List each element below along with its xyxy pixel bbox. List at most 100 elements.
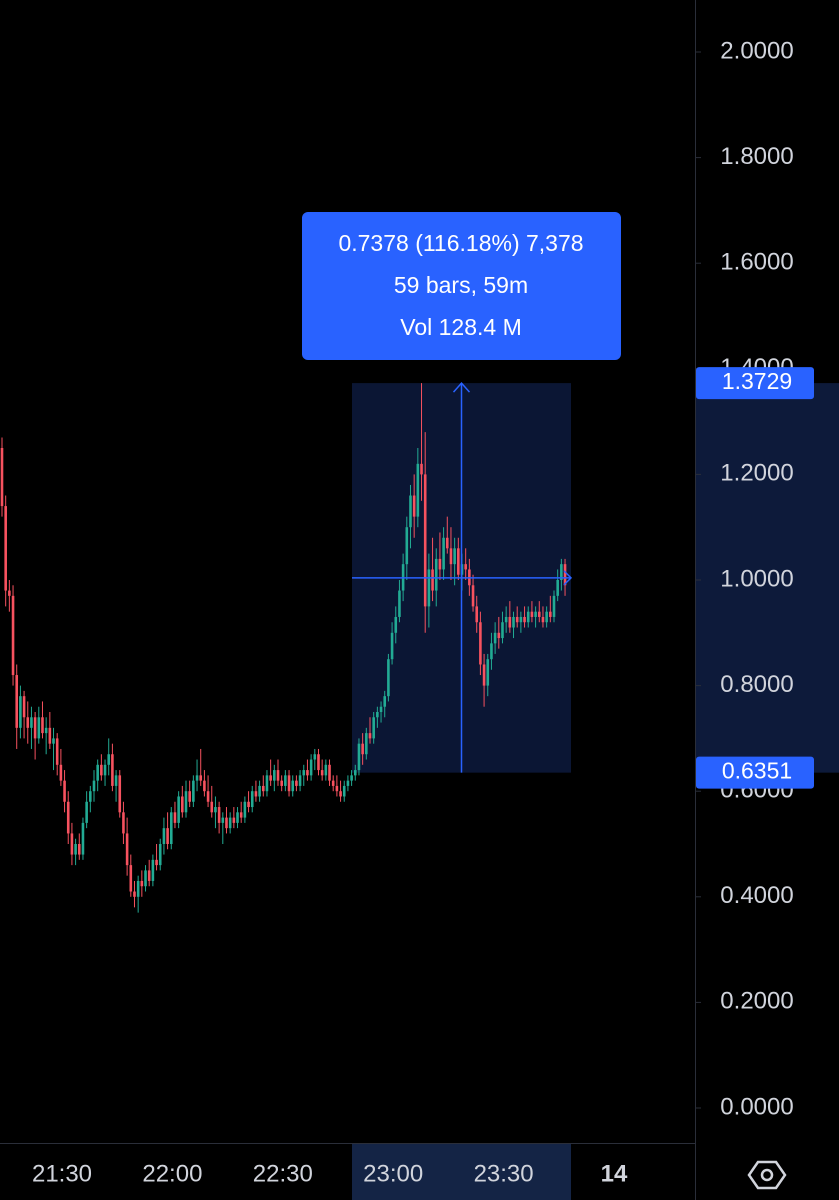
candle-body <box>317 754 320 771</box>
price-tag <box>696 756 814 789</box>
candle-body <box>438 558 442 570</box>
settings-button[interactable] <box>747 1160 787 1190</box>
candle-body <box>379 706 383 712</box>
candle-body <box>22 696 26 718</box>
candle-body <box>394 616 398 633</box>
candle-body <box>453 548 456 565</box>
candle-body <box>342 785 346 797</box>
candle-body <box>284 775 287 786</box>
candle-body <box>55 738 59 765</box>
measure-tooltip-line: Vol 128.4 M <box>400 314 521 340</box>
settings-icon <box>747 1160 787 1190</box>
candle-body <box>92 780 96 792</box>
candle-body <box>287 775 291 792</box>
candle-body <box>195 775 199 781</box>
candle-body <box>545 611 548 623</box>
candle-body <box>298 775 302 786</box>
candle-body <box>376 712 379 718</box>
candle-body <box>114 775 118 786</box>
candle-body <box>33 717 37 739</box>
candle-body <box>423 474 427 607</box>
y-tick-label: 1.2000 <box>720 460 793 487</box>
candle-body <box>70 833 74 855</box>
candle-body <box>118 775 122 813</box>
candle-body <box>228 817 232 829</box>
candle-body <box>100 764 103 776</box>
candle-body <box>479 622 482 665</box>
y-tick-label: 0.2000 <box>720 988 793 1015</box>
price-tag <box>696 367 814 400</box>
candle-body <box>273 770 276 781</box>
candle-body <box>192 780 195 802</box>
candle-body <box>151 859 155 881</box>
y-tick-label: 0.0000 <box>720 1093 793 1120</box>
candle-body <box>206 791 210 802</box>
candle-body <box>48 727 52 744</box>
candle-body <box>147 870 151 881</box>
candle-body <box>523 616 526 623</box>
candle-body <box>217 807 221 823</box>
measure-tooltip-line: 59 bars, 59m <box>394 272 528 298</box>
y-tick-label: 1.6000 <box>720 249 793 276</box>
candle-body <box>482 664 486 686</box>
candle-body <box>103 764 107 776</box>
candle-body <box>390 632 394 660</box>
candle-body <box>416 463 420 517</box>
candle-body <box>427 569 431 607</box>
candle-body <box>85 801 88 823</box>
candle-body <box>125 833 129 866</box>
candle-body <box>346 780 350 786</box>
candle-body <box>420 463 423 475</box>
settings-icon-center <box>760 1168 774 1182</box>
candle-body <box>199 775 203 781</box>
candle-body <box>339 791 342 797</box>
x-tick-label: 14 <box>601 1160 628 1187</box>
candle-body <box>526 611 530 623</box>
candle-body <box>276 770 280 781</box>
candle-body <box>412 495 416 517</box>
candle-body <box>221 817 225 823</box>
candle-body <box>261 785 265 792</box>
candle-body <box>306 770 309 776</box>
candle-body <box>493 632 497 644</box>
y-tick-label: 1.8000 <box>720 143 793 170</box>
candle-body <box>431 569 434 591</box>
candle-body <box>387 659 390 697</box>
candle-body <box>210 801 214 813</box>
candle-body <box>328 764 331 781</box>
candle-body <box>335 785 339 792</box>
candle-body <box>405 527 409 565</box>
price-tag-label: 0.6351 <box>722 758 792 784</box>
candle-body <box>530 611 534 617</box>
candle-body <box>173 812 177 823</box>
candle-body <box>74 844 77 855</box>
candle-body <box>214 807 217 813</box>
candle-body <box>295 780 298 786</box>
candle-body <box>361 743 364 755</box>
measure-tooltip-line: 0.7378 (116.18%) 7,378 <box>338 230 583 256</box>
candle-body <box>133 891 136 897</box>
x-tick-label: 22:00 <box>142 1160 202 1187</box>
candle-body <box>52 738 55 744</box>
candle-body <box>560 564 563 580</box>
candle-body <box>445 537 449 549</box>
candle-body <box>537 611 541 617</box>
candle-body <box>4 506 7 591</box>
candle-body <box>96 764 99 781</box>
candle-body <box>309 759 313 776</box>
candle-body <box>81 822 85 855</box>
x-tick-label: 23:30 <box>474 1160 534 1187</box>
candle-body <box>320 770 324 776</box>
candle-body <box>158 844 162 866</box>
candle-body <box>490 643 493 660</box>
candle-body <box>302 770 306 776</box>
candle-body <box>353 770 357 776</box>
candle-body <box>166 828 169 844</box>
y-tick-label: 2.0000 <box>720 37 793 64</box>
candle-body <box>144 870 147 887</box>
candle-body <box>534 611 537 617</box>
candle-body <box>107 754 111 765</box>
candle-body <box>409 495 412 528</box>
candle-body <box>243 801 247 818</box>
